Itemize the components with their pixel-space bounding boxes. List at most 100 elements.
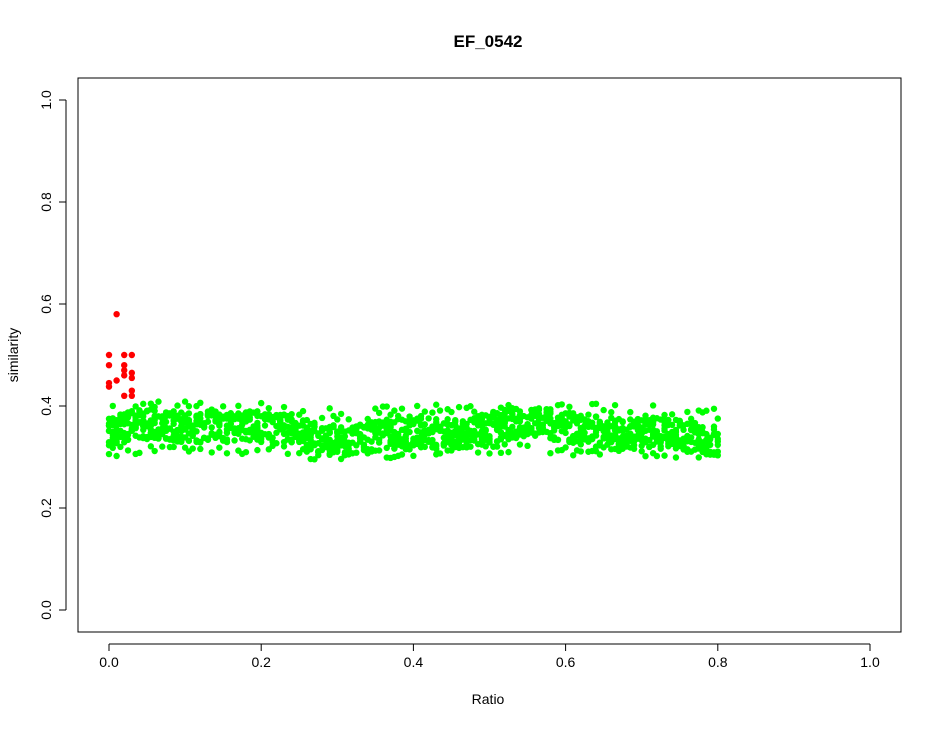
data-point bbox=[254, 408, 261, 415]
data-point bbox=[592, 400, 600, 408]
data-point bbox=[105, 351, 113, 359]
data-point bbox=[581, 429, 588, 436]
data-point bbox=[151, 403, 158, 411]
data-point bbox=[414, 402, 421, 410]
data-point bbox=[296, 449, 303, 457]
data-point bbox=[216, 444, 223, 451]
data-point bbox=[547, 415, 554, 422]
data-point bbox=[444, 416, 451, 423]
data-point bbox=[151, 447, 158, 455]
data-point bbox=[706, 436, 714, 443]
data-point bbox=[147, 443, 155, 450]
data-point bbox=[185, 437, 193, 444]
data-point bbox=[577, 441, 585, 448]
data-point bbox=[486, 450, 493, 457]
data-point bbox=[600, 406, 607, 414]
data-point bbox=[642, 452, 649, 460]
data-point bbox=[231, 437, 238, 444]
x-tick-label: 1.0 bbox=[860, 654, 880, 670]
data-point bbox=[235, 402, 242, 410]
data-point bbox=[341, 433, 349, 440]
chart-title: EF_0542 bbox=[454, 32, 523, 51]
x-tick-label: 0.0 bbox=[99, 654, 119, 670]
x-tick-label: 0.4 bbox=[404, 654, 424, 670]
data-point bbox=[326, 405, 333, 412]
data-point bbox=[193, 428, 200, 435]
data-point bbox=[547, 449, 554, 457]
data-point bbox=[668, 421, 676, 429]
x-tick-label: 0.6 bbox=[556, 654, 576, 670]
data-point bbox=[155, 435, 162, 442]
data-point bbox=[375, 439, 383, 446]
data-point bbox=[680, 426, 687, 434]
y-axis: 0.0 0.2 0.4 0.6 0.8 1.0 bbox=[38, 90, 67, 620]
data-point bbox=[642, 412, 649, 419]
data-point bbox=[204, 418, 212, 425]
data-point bbox=[417, 412, 425, 420]
data-point bbox=[197, 445, 204, 453]
data-point bbox=[406, 428, 413, 436]
data-point bbox=[592, 413, 600, 421]
data-point bbox=[596, 418, 604, 426]
data-point bbox=[124, 431, 132, 439]
data-point bbox=[425, 415, 432, 422]
data-point bbox=[124, 436, 132, 444]
y-axis-label: similarity bbox=[5, 328, 21, 382]
data-point bbox=[170, 408, 177, 415]
data-point bbox=[353, 449, 360, 456]
data-point bbox=[105, 383, 113, 390]
data-point bbox=[611, 401, 619, 409]
data-point bbox=[318, 414, 326, 422]
data-point bbox=[710, 405, 718, 412]
data-point bbox=[170, 443, 177, 451]
data-point bbox=[223, 438, 231, 446]
data-point bbox=[121, 392, 128, 399]
data-point bbox=[452, 418, 459, 425]
data-point bbox=[657, 445, 664, 452]
data-point bbox=[703, 407, 710, 414]
data-point bbox=[136, 449, 143, 457]
data-point bbox=[337, 410, 345, 418]
data-point bbox=[630, 445, 638, 453]
data-point bbox=[128, 387, 136, 394]
data-point bbox=[672, 428, 680, 436]
data-point bbox=[113, 377, 120, 384]
data-point bbox=[547, 408, 554, 415]
data-point bbox=[474, 449, 482, 456]
data-point bbox=[185, 403, 193, 410]
data-point bbox=[254, 446, 261, 454]
data-point bbox=[687, 415, 695, 423]
data-point bbox=[375, 447, 383, 454]
data-point bbox=[121, 372, 128, 379]
data-point bbox=[124, 447, 132, 454]
data-point bbox=[714, 435, 721, 443]
data-point bbox=[585, 411, 592, 418]
data-point bbox=[619, 418, 626, 425]
data-point bbox=[105, 450, 113, 458]
data-point bbox=[345, 416, 352, 423]
data-point bbox=[661, 452, 668, 459]
data-point bbox=[170, 420, 177, 428]
data-point bbox=[410, 452, 417, 460]
y-tick-label: 0.8 bbox=[38, 192, 54, 212]
data-point bbox=[117, 443, 124, 451]
data-point bbox=[330, 422, 337, 430]
data-point bbox=[197, 399, 204, 407]
data-point bbox=[471, 408, 478, 415]
data-point bbox=[223, 450, 231, 457]
data-point bbox=[524, 420, 531, 428]
data-point bbox=[421, 421, 429, 428]
data-point bbox=[121, 367, 128, 374]
data-point bbox=[528, 424, 535, 432]
data-point bbox=[277, 416, 284, 424]
data-point bbox=[258, 438, 265, 446]
data-point bbox=[398, 405, 406, 412]
data-point bbox=[155, 398, 162, 405]
data-point bbox=[463, 420, 470, 428]
data-point bbox=[140, 400, 147, 408]
data-point bbox=[197, 410, 204, 418]
data-point bbox=[113, 452, 120, 460]
data-point bbox=[516, 408, 524, 415]
data-point bbox=[185, 410, 193, 417]
